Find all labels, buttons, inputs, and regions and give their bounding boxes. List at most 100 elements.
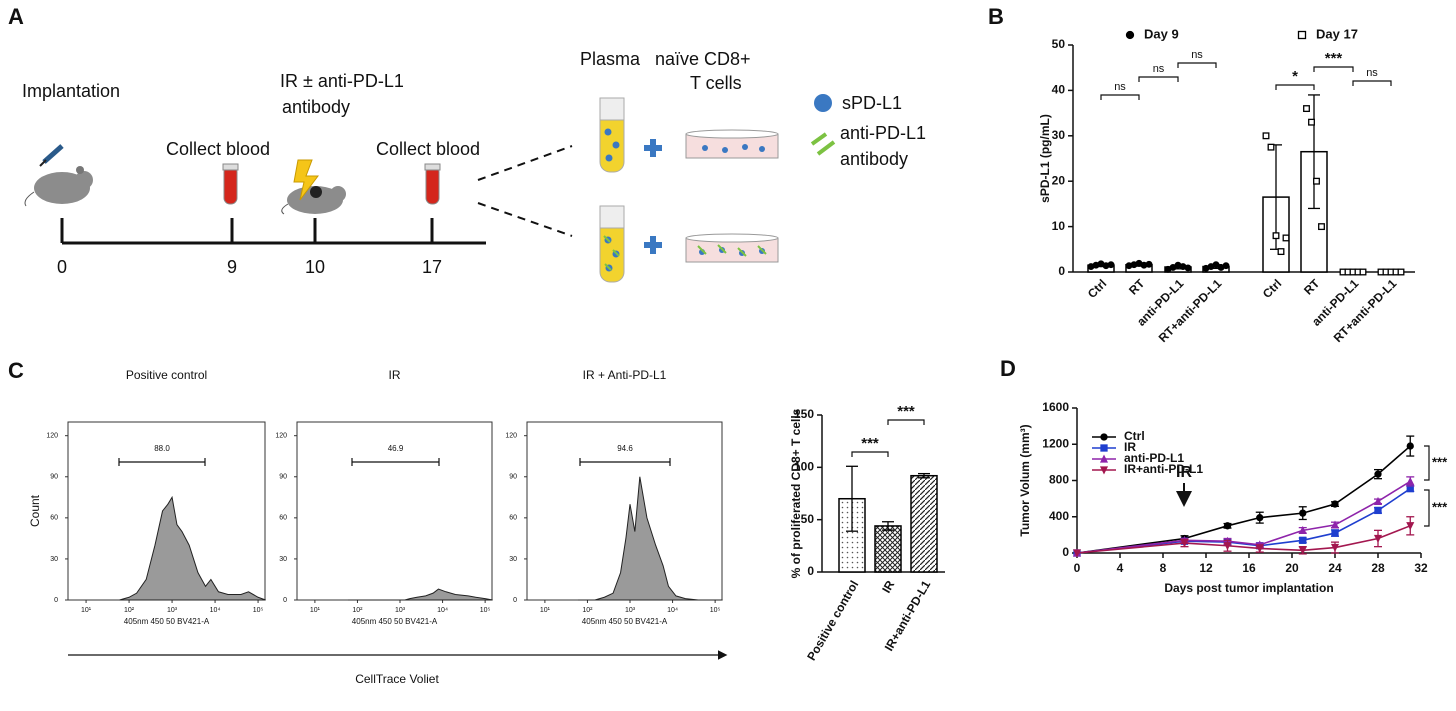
plot-title: Positive control (126, 368, 207, 382)
y-tick-label: 0 (283, 597, 287, 604)
y-tick-label: 120 (505, 433, 517, 440)
mouse (24, 144, 93, 207)
connector (477, 145, 573, 181)
x-tick-label: 10³ (625, 607, 636, 614)
y-tick-label: 1600 (1042, 400, 1069, 414)
significance-bracket (1100, 94, 1140, 100)
schematic: Implantation IR ± anti-PD-L1 antibody Co… (22, 49, 926, 283)
significance-bracket (1177, 62, 1217, 68)
histogram-area (119, 495, 266, 601)
y-tick-label: 90 (50, 474, 58, 481)
y-tick-label: 0 (513, 597, 517, 604)
x-tick-label: 28 (1371, 561, 1385, 575)
y-tick-label: 30 (279, 556, 287, 563)
bar (874, 525, 902, 573)
legend-label: IR (1124, 440, 1136, 454)
annotation: IR (1176, 464, 1192, 481)
plot-frame (296, 421, 493, 601)
point (1125, 30, 1135, 40)
legend-label: anti-PD-L1 (840, 123, 926, 143)
y-axis-label: % of proliferated CD8+ T cells (789, 408, 803, 578)
x-tick-label: 20 (1285, 561, 1299, 575)
y-tick-label: 60 (509, 515, 517, 522)
mouse-irradiated (281, 159, 346, 215)
column-label: naïve CD8+ (655, 49, 751, 69)
flow-caption: CellTrace Voliet (355, 672, 439, 686)
point (1308, 118, 1315, 126)
y-axis-label: Tumor Volum (mm³) (1018, 424, 1032, 536)
significance-label: *** (1325, 50, 1343, 67)
legend-label: Day 9 (1144, 26, 1179, 41)
point (1373, 534, 1383, 543)
point (1212, 261, 1220, 269)
gate (351, 458, 440, 466)
y-tick-label: 60 (279, 515, 287, 522)
point (1374, 470, 1382, 478)
gate-label: 94.6 (617, 444, 633, 453)
legend-label: sPD-L1 (842, 93, 902, 113)
y-tick-label: 90 (509, 474, 517, 481)
series-line (1076, 480, 1411, 554)
significance-bracket (1424, 445, 1430, 481)
point (1406, 442, 1414, 450)
y-tick-label: 120 (275, 433, 287, 440)
timeline-label: 10 (305, 257, 325, 277)
point (1298, 546, 1307, 555)
y-tick-label: 1200 (1042, 436, 1069, 450)
legend-label: Day 17 (1316, 26, 1358, 41)
point (1374, 506, 1382, 515)
point (1373, 496, 1383, 505)
y-tick-label: 800 (1049, 473, 1069, 487)
plasma-tube (599, 205, 625, 283)
significance-label: ns (1191, 49, 1203, 61)
panel-label: C (8, 358, 24, 383)
point (1180, 539, 1189, 548)
y-tick-label: 50 (1052, 37, 1066, 51)
category-label: Ctrl (1260, 276, 1285, 301)
plus (644, 139, 662, 157)
point (1267, 143, 1275, 151)
y-tick-label: 400 (1049, 509, 1069, 523)
histogram-area (348, 588, 493, 601)
point (1107, 261, 1115, 269)
step-label: Collect blood (166, 139, 270, 159)
x-tick-label: 24 (1328, 561, 1342, 575)
point (1100, 433, 1108, 441)
point (1272, 232, 1280, 240)
significance-label: *** (861, 435, 879, 452)
significance-bracket (1352, 80, 1392, 86)
legend-swatch (814, 94, 832, 112)
significance-label: *** (1432, 499, 1448, 514)
x-axis-label: Days post tumor implantation (1164, 581, 1333, 595)
y-tick-label: 0 (54, 597, 58, 604)
timeline-label: 0 (57, 257, 67, 277)
point (1331, 500, 1339, 508)
significance-label: * (1292, 68, 1298, 85)
x-tick-label: 10² (124, 607, 135, 614)
series-line (1076, 445, 1411, 554)
step-label: antibody (282, 97, 350, 117)
point (1184, 264, 1192, 272)
panel-label: A (8, 4, 24, 29)
y-tick-label: 0 (1062, 545, 1069, 559)
category-label: IR (879, 578, 897, 596)
point (1100, 444, 1108, 452)
category-label: RT (1126, 276, 1148, 298)
y-tick-label: 90 (279, 474, 287, 481)
point (1277, 248, 1285, 256)
y-tick-label: 30 (509, 556, 517, 563)
point (1145, 260, 1153, 268)
point (1303, 105, 1310, 113)
x-tick-label: 10⁴ (667, 607, 678, 614)
histogram-area (578, 476, 723, 601)
x-tick-label: 10³ (395, 607, 406, 614)
point (1406, 476, 1415, 486)
y-tick-label: 30 (1052, 128, 1066, 142)
series-line (1076, 525, 1411, 554)
legend-label: antibody (840, 149, 908, 169)
y-tick-label: 0 (807, 564, 814, 578)
y-tick-label: 30 (50, 556, 58, 563)
significance-label: *** (1432, 454, 1448, 469)
point (1099, 454, 1109, 463)
x-tick-label: 4 (1117, 561, 1124, 575)
